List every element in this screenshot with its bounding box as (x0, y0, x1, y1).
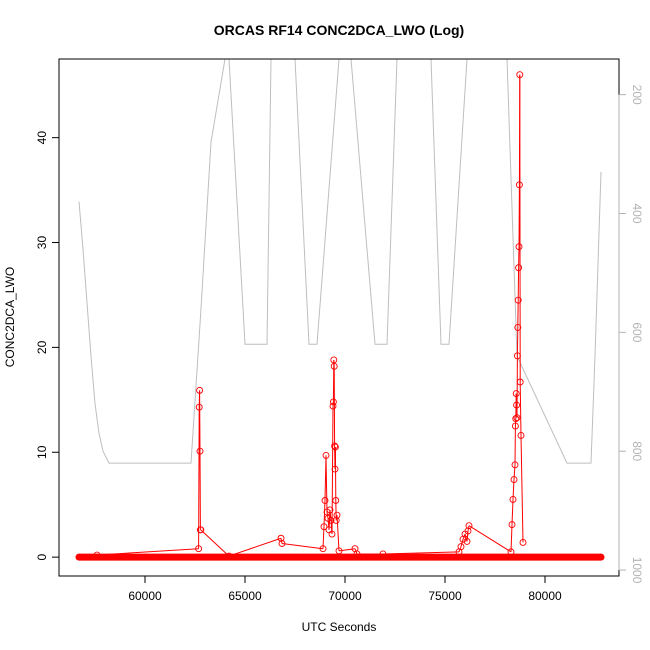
data-point (515, 181, 523, 189)
y2-tick-label: 600 (630, 322, 644, 342)
series-segment (513, 464, 516, 480)
x-axis-label: UTC Seconds (302, 620, 377, 634)
series-segment (96, 548, 199, 556)
series-segment (510, 524, 513, 552)
x-tick-label: 80000 (528, 589, 562, 603)
series-segment (460, 539, 464, 547)
data-point (465, 522, 473, 530)
data-point (516, 378, 524, 386)
data-point (379, 550, 387, 558)
data-point (328, 530, 336, 538)
data-point (331, 465, 339, 473)
data-point (511, 461, 519, 469)
y-tick-label: 40 (35, 131, 49, 145)
series-segment (511, 499, 514, 525)
data-point (335, 547, 343, 555)
data-point (277, 534, 285, 542)
data-point (196, 447, 204, 455)
data-point (333, 511, 341, 519)
series-segment (519, 381, 522, 436)
data-point (519, 538, 527, 546)
data-point (517, 432, 525, 439)
data-point (513, 401, 521, 409)
data-point (331, 442, 339, 450)
series-segment (200, 529, 230, 557)
series-segment (322, 526, 325, 549)
y-axis: 0 10 20 30 40 (35, 131, 60, 560)
series-segment (228, 537, 282, 557)
data-point (332, 497, 340, 504)
series-segment (281, 542, 324, 550)
data-point (329, 398, 337, 406)
data-point (330, 362, 338, 370)
data-point (457, 543, 465, 551)
data-point (278, 540, 286, 547)
x-tick-label: 60000 (128, 589, 162, 603)
data-point (513, 352, 521, 360)
data-point (515, 243, 523, 251)
data-point (326, 506, 334, 514)
data-point (508, 521, 516, 529)
data-point (195, 403, 203, 411)
data-point (331, 443, 339, 451)
data-point (225, 552, 233, 560)
y-tick-label: 0 (35, 553, 49, 560)
data-point (322, 451, 330, 459)
y2-tick-label: 1000 (630, 557, 644, 584)
x-tick-label: 75000 (428, 589, 462, 603)
series-segment (382, 551, 460, 555)
data-point (463, 537, 471, 545)
x-tick-label: 70000 (328, 589, 362, 603)
data-point (195, 545, 203, 553)
y-tick-label: 10 (35, 445, 49, 459)
data-point (511, 422, 519, 430)
data-point (197, 526, 205, 534)
series-segment (520, 435, 524, 543)
series-segment (468, 525, 512, 553)
x-tick-label: 65000 (228, 589, 262, 603)
series-segment (198, 407, 200, 549)
chart-title: ORCAS RF14 CONC2DCA_LWO (Log) (214, 22, 464, 38)
primary-series (75, 71, 605, 561)
data-point (512, 415, 520, 423)
data-point (321, 497, 329, 504)
data-point (512, 390, 520, 397)
data-point (509, 495, 517, 503)
data-point (516, 71, 524, 79)
data-point (353, 550, 361, 558)
data-point (510, 476, 518, 483)
y2-tick-label: 400 (630, 203, 644, 223)
data-point (507, 548, 515, 556)
data-point (464, 527, 472, 535)
data-point (514, 296, 522, 304)
y-tick-label: 30 (35, 236, 49, 250)
data-point (93, 551, 101, 559)
y2-axis: 200 400 600 800 1000 (618, 85, 644, 584)
data-point (320, 523, 328, 531)
data-point (515, 264, 523, 272)
y-axis-label: CONC2DCA_LWO (3, 267, 17, 367)
data-point (319, 545, 327, 553)
data-point (514, 324, 522, 331)
y2-tick-label: 800 (630, 441, 644, 461)
data-point (513, 414, 521, 422)
data-point (332, 516, 340, 524)
data-point (196, 386, 204, 394)
y-tick-label: 20 (35, 340, 49, 354)
series-segment (336, 515, 340, 551)
data-point (329, 402, 337, 410)
data-point (327, 516, 335, 524)
x-axis: 60000 65000 70000 75000 80000 (128, 575, 562, 603)
y2-tick-label: 200 (630, 85, 644, 105)
